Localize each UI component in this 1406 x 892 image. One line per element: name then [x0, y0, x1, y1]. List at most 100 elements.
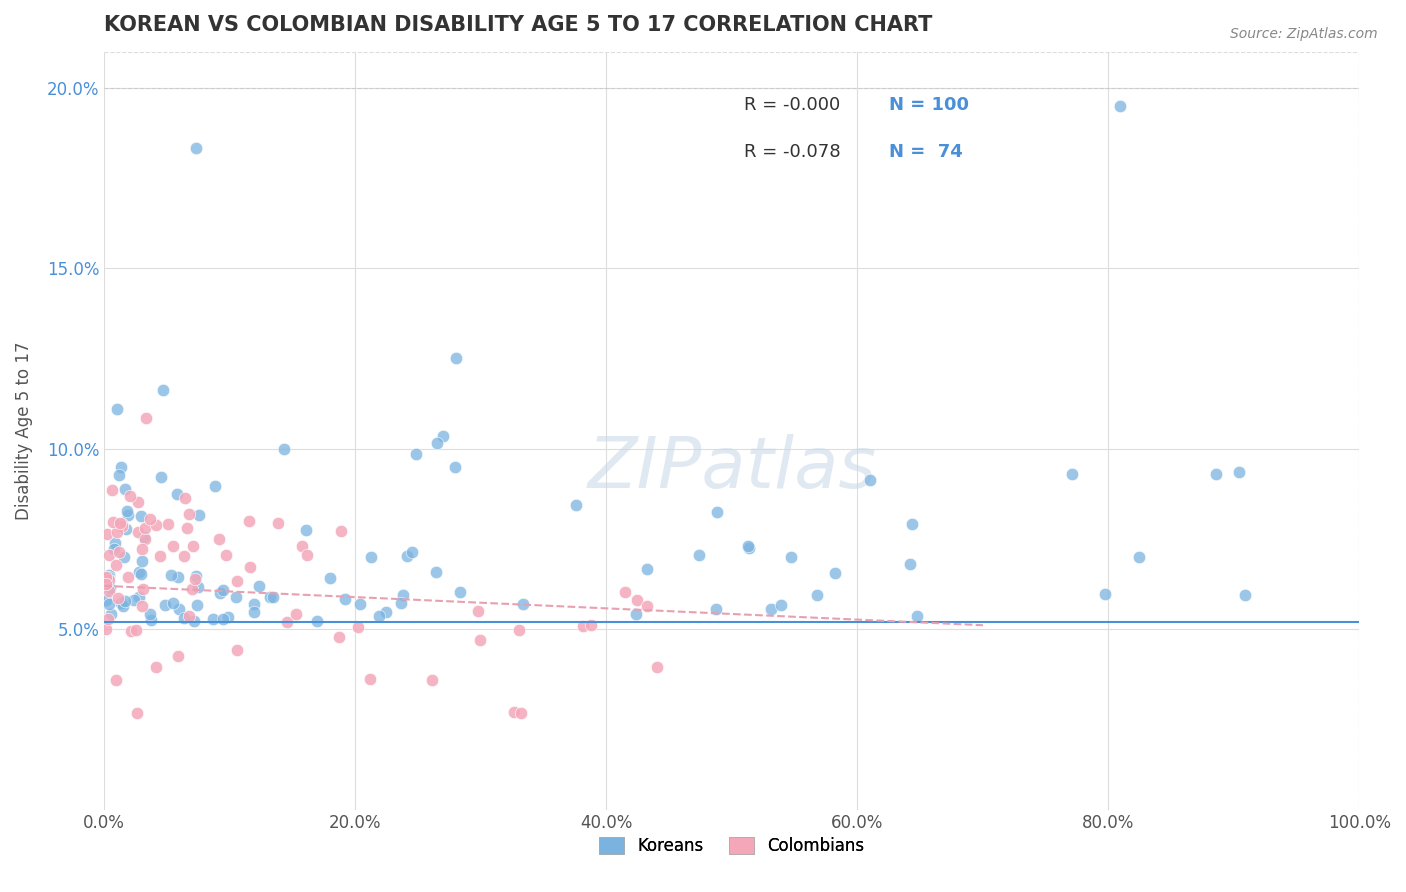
Koreans: [173, 611, 195, 625]
Colombians: [183, 573, 205, 587]
Koreans: [349, 597, 371, 611]
Colombians: [509, 706, 531, 720]
Colombians: [179, 507, 201, 521]
Koreans: [111, 599, 134, 613]
Colombians: [572, 619, 595, 633]
Colombians: [145, 518, 167, 533]
Koreans: [247, 579, 270, 593]
Koreans: [900, 516, 922, 531]
Text: R = -0.000: R = -0.000: [744, 95, 841, 114]
Colombians: [98, 584, 121, 599]
Koreans: [211, 583, 233, 598]
Colombians: [181, 539, 204, 553]
Colombians: [208, 532, 231, 546]
Colombians: [145, 659, 167, 673]
Koreans: [401, 545, 423, 559]
Colombians: [180, 582, 202, 597]
Colombians: [134, 532, 156, 546]
Colombians: [167, 648, 190, 663]
Colombians: [97, 612, 120, 626]
Colombians: [226, 643, 249, 657]
Koreans: [1233, 588, 1256, 602]
Koreans: [389, 595, 412, 609]
Koreans: [183, 615, 205, 629]
Koreans: [737, 541, 759, 556]
Colombians: [359, 672, 381, 686]
Koreans: [129, 567, 152, 582]
Colombians: [295, 548, 318, 562]
Koreans: [512, 597, 534, 611]
Colombians: [291, 539, 314, 553]
Koreans: [243, 605, 266, 619]
Colombians: [636, 599, 658, 614]
Koreans: [444, 459, 467, 474]
Koreans: [129, 509, 152, 524]
Koreans: [824, 566, 846, 580]
Colombians: [110, 519, 132, 533]
Koreans: [704, 602, 727, 616]
Koreans: [273, 442, 295, 457]
Koreans: [187, 580, 209, 594]
Colombians: [579, 617, 602, 632]
Koreans: [395, 549, 418, 564]
Colombians: [162, 539, 184, 553]
Koreans: [907, 608, 929, 623]
Koreans: [97, 597, 120, 611]
Colombians: [94, 570, 117, 584]
Colombians: [134, 521, 156, 535]
Koreans: [167, 569, 190, 583]
Koreans: [425, 565, 447, 579]
Koreans: [374, 605, 396, 619]
Koreans: [115, 504, 138, 518]
Koreans: [160, 568, 183, 582]
Colombians: [177, 609, 200, 624]
Koreans: [115, 522, 138, 536]
Koreans: [114, 482, 136, 496]
Colombians: [266, 516, 288, 530]
Colombians: [645, 660, 668, 674]
Colombians: [105, 673, 128, 687]
Koreans: [162, 596, 184, 610]
Koreans: [204, 478, 226, 492]
Koreans: [217, 609, 239, 624]
Koreans: [186, 598, 208, 612]
Colombians: [174, 491, 197, 506]
Koreans: [1205, 467, 1227, 482]
Koreans: [97, 570, 120, 584]
Text: R = -0.078: R = -0.078: [744, 143, 841, 161]
Koreans: [112, 549, 135, 564]
Koreans: [117, 508, 139, 522]
Text: Source: ZipAtlas.com: Source: ZipAtlas.com: [1230, 27, 1378, 41]
Koreans: [259, 590, 281, 604]
Colombians: [98, 574, 121, 588]
Koreans: [564, 498, 586, 512]
Koreans: [636, 562, 658, 576]
Koreans: [103, 536, 125, 550]
Colombians: [125, 706, 148, 720]
Koreans: [98, 581, 121, 595]
Colombians: [105, 558, 128, 573]
Colombians: [105, 524, 128, 539]
Colombians: [127, 525, 149, 540]
Koreans: [706, 504, 728, 518]
Text: N = 100: N = 100: [889, 95, 969, 114]
Colombians: [94, 571, 117, 585]
Koreans: [426, 435, 449, 450]
Koreans: [155, 598, 177, 612]
Colombians: [468, 632, 491, 647]
Koreans: [405, 447, 427, 461]
Colombians: [156, 517, 179, 532]
Colombians: [613, 584, 636, 599]
Koreans: [898, 557, 921, 571]
Legend: Koreans, Colombians: Koreans, Colombians: [593, 830, 872, 862]
Colombians: [238, 514, 260, 528]
Colombians: [98, 549, 121, 563]
Colombians: [176, 521, 198, 535]
Colombians: [149, 549, 172, 564]
Colombians: [626, 593, 648, 607]
Colombians: [467, 604, 489, 618]
Colombians: [96, 527, 118, 541]
Colombians: [94, 623, 117, 637]
Koreans: [243, 597, 266, 611]
Colombians: [276, 615, 298, 629]
